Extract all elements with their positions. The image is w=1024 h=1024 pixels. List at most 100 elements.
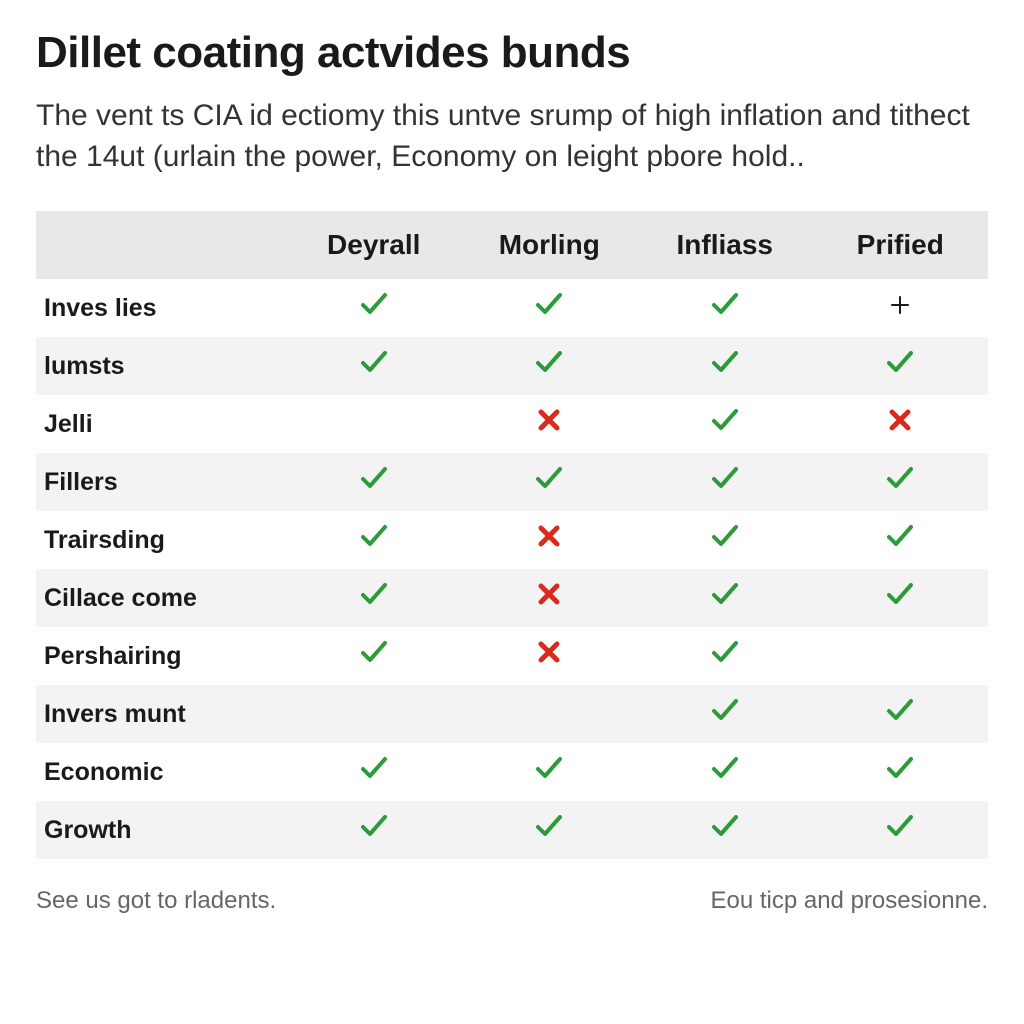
check-icon	[710, 408, 740, 441]
table-column-header: Prified	[813, 211, 989, 279]
cross-icon	[536, 581, 562, 614]
check-icon	[710, 524, 740, 557]
table-cell	[286, 395, 462, 453]
table-cell	[813, 801, 989, 859]
plus-icon	[888, 291, 912, 324]
comparison-table: DeyrallMorlingInfliassPrified Inves lies…	[36, 211, 988, 859]
table-cell	[813, 337, 989, 395]
check-icon	[359, 756, 389, 789]
table-cell	[286, 453, 462, 511]
table-column-header: Deyrall	[286, 211, 462, 279]
table-row: Cillace come	[36, 569, 988, 627]
check-icon	[710, 756, 740, 789]
table-cell	[637, 395, 813, 453]
row-label: Growth	[36, 801, 286, 859]
check-icon	[534, 292, 564, 325]
table-cell	[637, 453, 813, 511]
table-cell	[462, 627, 638, 685]
table-column-header: Infliass	[637, 211, 813, 279]
page-title: Dillet coating actvides bunds	[36, 28, 988, 78]
table-cell	[813, 569, 989, 627]
check-icon	[534, 756, 564, 789]
table-cell	[637, 511, 813, 569]
table-cell	[813, 453, 989, 511]
check-icon	[885, 582, 915, 615]
table-cell	[813, 627, 989, 685]
table-row: Pershairing	[36, 627, 988, 685]
table-row: Economic	[36, 743, 988, 801]
footer-left: See us got to rladents.	[36, 887, 276, 915]
table-cell	[813, 395, 989, 453]
table-row: Growth	[36, 801, 988, 859]
check-icon	[885, 698, 915, 731]
table-cell	[462, 395, 638, 453]
table-header-row: DeyrallMorlingInfliassPrified	[36, 211, 988, 279]
table-corner	[36, 211, 286, 279]
row-label: lumsts	[36, 337, 286, 395]
check-icon	[359, 292, 389, 325]
table-cell	[462, 685, 638, 743]
table-column-header: Morling	[462, 211, 638, 279]
table-cell	[462, 279, 638, 337]
table-cell	[462, 801, 638, 859]
check-icon	[885, 466, 915, 499]
table-cell	[813, 511, 989, 569]
table-row: Inves lies	[36, 279, 988, 337]
check-icon	[885, 756, 915, 789]
check-icon	[534, 350, 564, 383]
check-icon	[885, 814, 915, 847]
check-icon	[359, 524, 389, 557]
table-cell	[462, 453, 638, 511]
check-icon	[359, 466, 389, 499]
check-icon	[359, 582, 389, 615]
row-label: Cillace come	[36, 569, 286, 627]
table-row: Trairsding	[36, 511, 988, 569]
check-icon	[710, 466, 740, 499]
row-label: Economic	[36, 743, 286, 801]
table-cell	[286, 511, 462, 569]
table-cell	[637, 801, 813, 859]
footer-right: Eou ticp and prosesionne.	[710, 887, 988, 915]
table-cell	[637, 569, 813, 627]
table-cell	[286, 569, 462, 627]
check-icon	[710, 814, 740, 847]
table-cell	[462, 743, 638, 801]
check-icon	[359, 814, 389, 847]
check-icon	[710, 698, 740, 731]
row-label: Fillers	[36, 453, 286, 511]
cross-icon	[887, 407, 913, 440]
check-icon	[710, 582, 740, 615]
check-icon	[885, 350, 915, 383]
check-icon	[710, 350, 740, 383]
row-label: Jelli	[36, 395, 286, 453]
table-cell	[286, 743, 462, 801]
table-cell	[286, 685, 462, 743]
cross-icon	[536, 407, 562, 440]
table-cell	[462, 511, 638, 569]
table-cell	[462, 337, 638, 395]
check-icon	[710, 640, 740, 673]
table-cell	[637, 337, 813, 395]
table-cell	[286, 279, 462, 337]
table-cell	[286, 801, 462, 859]
row-label: Invers munt	[36, 685, 286, 743]
table-cell	[286, 337, 462, 395]
table-row: Jelli	[36, 395, 988, 453]
table-cell	[813, 685, 989, 743]
table-row: Invers munt	[36, 685, 988, 743]
table-cell	[637, 685, 813, 743]
table-body: Inves lies lumsts Jelli Fillers	[36, 279, 988, 859]
check-icon	[534, 466, 564, 499]
check-icon	[885, 524, 915, 557]
check-icon	[534, 814, 564, 847]
table-cell	[813, 279, 989, 337]
row-label: Pershairing	[36, 627, 286, 685]
table-row: lumsts	[36, 337, 988, 395]
check-icon	[710, 292, 740, 325]
check-icon	[359, 640, 389, 673]
cross-icon	[536, 639, 562, 672]
table-cell	[462, 569, 638, 627]
table-cell	[637, 627, 813, 685]
table-row: Fillers	[36, 453, 988, 511]
page-subtitle: The vent ts CIA id ectiomy this untve sr…	[36, 96, 976, 177]
